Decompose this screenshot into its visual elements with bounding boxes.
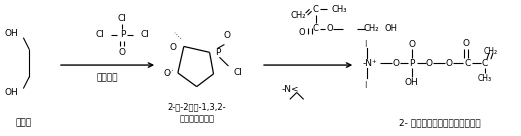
Text: OH: OH [5,88,18,97]
Text: O: O [224,31,231,40]
Text: CH₂: CH₂ [363,24,379,33]
Text: O: O [463,39,469,48]
Text: Cl: Cl [96,30,105,39]
Text: -N⁺: -N⁺ [362,59,377,68]
Text: O: O [426,59,433,68]
Text: C: C [465,59,471,68]
Text: P: P [120,30,125,39]
Text: O: O [392,59,399,68]
Text: 二氧磷杂环戊烷: 二氧磷杂环戊烷 [179,114,214,123]
Text: Cl: Cl [233,68,242,77]
Text: 氯化亚铜: 氯化亚铜 [97,73,118,82]
Text: |: | [364,81,366,88]
Text: O: O [119,48,126,57]
Text: CH₃: CH₃ [478,74,492,83]
Text: O: O [326,24,333,33]
Text: C: C [313,24,318,33]
Text: 2- 甲基丙烯酰氧基乙基磷酰胆碱: 2- 甲基丙烯酰氧基乙基磷酰胆碱 [399,118,480,127]
Text: OH: OH [405,78,418,87]
Text: O: O [170,43,177,52]
Text: P: P [216,48,221,57]
Text: -N<: -N< [282,85,300,94]
Text: O: O [408,40,415,49]
Text: C: C [482,59,488,68]
Text: O: O [299,28,305,37]
Text: 2-氯-2氧代-1,3,2-: 2-氯-2氧代-1,3,2- [167,103,226,112]
Text: CH₃: CH₃ [331,5,347,14]
Text: OH: OH [385,24,398,33]
Text: C: C [313,5,318,14]
Text: 乙二醇: 乙二醇 [15,118,31,127]
Text: O: O [446,59,453,68]
Text: P: P [409,59,414,68]
Text: CH₂: CH₂ [484,47,498,56]
Text: Cl: Cl [118,14,127,23]
Text: O: O [164,69,171,78]
Text: |: | [364,40,366,47]
Text: OH: OH [5,29,18,38]
Text: CH₂: CH₂ [290,11,306,20]
Text: Cl: Cl [140,30,149,39]
